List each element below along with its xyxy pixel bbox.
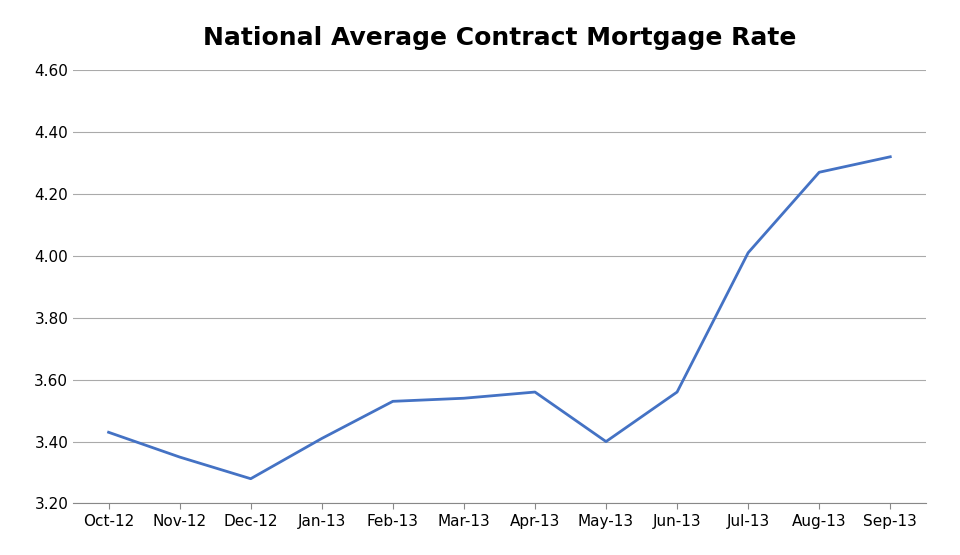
- Title: National Average Contract Mortgage Rate: National Average Contract Mortgage Rate: [203, 26, 796, 50]
